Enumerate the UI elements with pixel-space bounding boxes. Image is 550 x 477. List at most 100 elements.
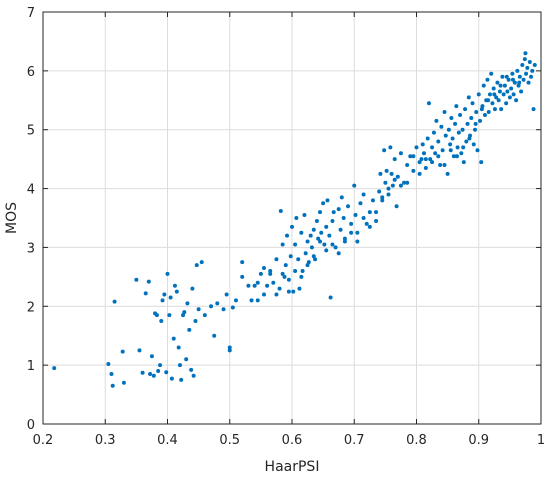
x-tick-label: 0.4 bbox=[157, 433, 178, 448]
data-point bbox=[459, 151, 464, 156]
data-point bbox=[278, 208, 283, 213]
data-point bbox=[151, 373, 156, 378]
data-point bbox=[398, 151, 403, 156]
data-point bbox=[411, 154, 416, 159]
data-point bbox=[164, 370, 169, 375]
data-point bbox=[426, 101, 431, 106]
data-point bbox=[525, 65, 530, 70]
data-point bbox=[479, 107, 484, 112]
data-point bbox=[428, 157, 433, 162]
data-point bbox=[268, 271, 273, 276]
data-point bbox=[392, 157, 397, 162]
data-point bbox=[159, 319, 164, 323]
data-point bbox=[414, 145, 419, 150]
data-point bbox=[469, 115, 474, 120]
data-point bbox=[271, 280, 276, 285]
data-point bbox=[500, 74, 505, 79]
data-point bbox=[482, 113, 487, 117]
data-point bbox=[336, 207, 341, 212]
data-point bbox=[499, 107, 504, 112]
data-point bbox=[154, 313, 159, 318]
data-point bbox=[446, 127, 451, 132]
data-point bbox=[293, 242, 298, 247]
data-point bbox=[291, 289, 296, 294]
data-point bbox=[316, 236, 321, 241]
data-point bbox=[338, 227, 343, 232]
data-point bbox=[140, 370, 145, 375]
y-axis-label: MOS bbox=[4, 202, 20, 234]
data-point bbox=[342, 236, 347, 241]
data-point bbox=[433, 151, 438, 156]
data-point bbox=[330, 242, 335, 247]
data-point bbox=[191, 373, 196, 378]
data-point bbox=[498, 83, 503, 88]
data-points bbox=[52, 51, 537, 388]
data-point bbox=[492, 92, 497, 97]
data-point bbox=[299, 230, 304, 235]
data-point bbox=[299, 274, 304, 279]
data-point bbox=[487, 92, 492, 97]
data-point bbox=[227, 348, 232, 353]
data-point bbox=[458, 113, 463, 117]
data-point bbox=[353, 213, 358, 218]
data-point bbox=[328, 295, 333, 300]
x-tick-label: 0.3 bbox=[95, 433, 116, 448]
data-point bbox=[190, 286, 195, 291]
data-point bbox=[408, 154, 413, 159]
y-tick-label: 4 bbox=[27, 183, 35, 198]
data-point bbox=[137, 348, 142, 353]
data-point bbox=[486, 98, 491, 103]
data-point bbox=[451, 154, 456, 159]
data-point bbox=[486, 110, 491, 115]
data-point bbox=[532, 62, 537, 67]
data-point bbox=[255, 298, 260, 303]
data-point bbox=[185, 301, 190, 306]
data-point bbox=[285, 233, 290, 238]
data-point bbox=[120, 349, 125, 354]
data-point bbox=[492, 107, 497, 112]
data-point bbox=[303, 251, 308, 256]
data-point bbox=[215, 301, 220, 306]
data-point bbox=[355, 230, 360, 235]
data-point bbox=[172, 283, 177, 288]
data-point bbox=[349, 230, 354, 235]
data-point bbox=[473, 127, 478, 132]
data-point bbox=[318, 239, 323, 244]
data-point bbox=[227, 345, 232, 350]
data-point bbox=[202, 313, 207, 318]
data-point bbox=[497, 89, 502, 94]
data-point bbox=[109, 371, 114, 376]
data-point bbox=[448, 148, 453, 153]
data-point bbox=[526, 80, 531, 85]
data-point bbox=[311, 254, 316, 259]
data-point bbox=[436, 154, 441, 159]
data-point bbox=[439, 124, 444, 129]
data-point bbox=[430, 160, 435, 165]
data-point bbox=[199, 260, 204, 265]
data-point bbox=[514, 98, 519, 103]
data-point bbox=[520, 62, 525, 67]
data-point bbox=[430, 145, 435, 150]
data-point bbox=[346, 204, 351, 209]
data-point bbox=[148, 371, 153, 376]
data-point bbox=[174, 289, 179, 294]
data-point bbox=[504, 101, 509, 106]
data-point bbox=[182, 310, 187, 315]
data-point bbox=[333, 245, 338, 250]
data-point bbox=[143, 291, 148, 296]
data-point bbox=[419, 157, 424, 162]
y-tick-label: 5 bbox=[27, 124, 35, 139]
data-point bbox=[496, 98, 501, 103]
data-point bbox=[305, 263, 310, 268]
data-point bbox=[189, 367, 194, 372]
data-point bbox=[461, 160, 466, 165]
data-point bbox=[467, 136, 472, 141]
data-point bbox=[364, 221, 369, 226]
data-point bbox=[158, 363, 163, 368]
data-point bbox=[395, 174, 400, 179]
data-point bbox=[501, 92, 506, 97]
data-point bbox=[502, 83, 507, 88]
data-point bbox=[442, 110, 447, 115]
data-point bbox=[474, 110, 479, 115]
data-point bbox=[286, 277, 291, 282]
